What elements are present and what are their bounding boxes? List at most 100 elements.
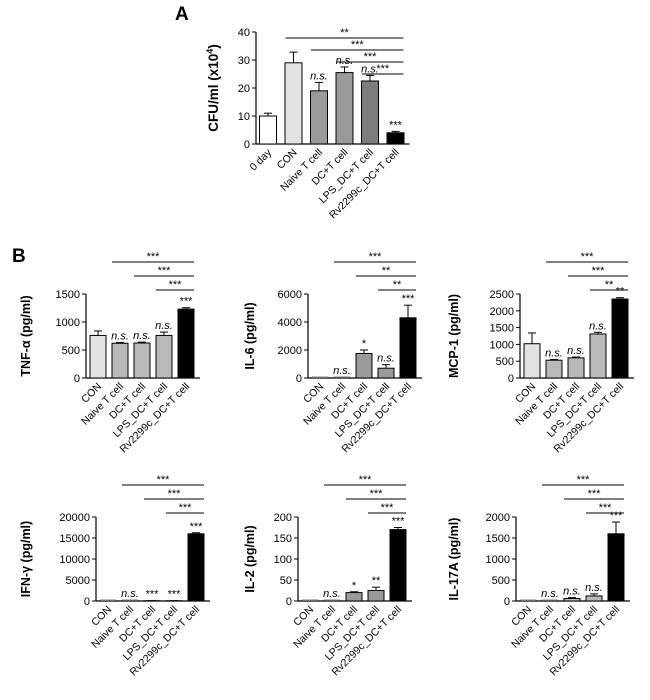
significance-label: n.s.	[545, 348, 563, 360]
bar	[99, 599, 117, 602]
bracket-label: ***	[157, 474, 171, 486]
panel-b-letter: B	[12, 246, 26, 267]
bar	[301, 599, 319, 602]
bar	[399, 317, 417, 379]
bracket-label: ***	[581, 251, 595, 263]
y-tick-label: 40	[238, 27, 250, 39]
bar	[323, 599, 341, 602]
y-tick-label: 0	[504, 596, 510, 608]
y-tick-label: 100	[274, 554, 292, 566]
significance-label: n.s.	[377, 353, 395, 365]
y-axis-label: IL-2 (pg/ml)	[243, 525, 257, 592]
y-tick-label: 1500	[56, 289, 80, 301]
significance-label: n.s.	[333, 365, 351, 377]
significance-label: ***	[402, 293, 416, 305]
y-tick-label: 0	[508, 373, 514, 385]
significance-label: ***	[610, 510, 624, 522]
y-axis-label: CFU/ml (x104)	[205, 44, 221, 132]
significance-label: n.s.	[361, 63, 379, 75]
bracket-label: ***	[179, 502, 193, 514]
y-tick-label: 15000	[59, 533, 90, 545]
significance-label: *	[362, 338, 367, 350]
bar	[311, 376, 329, 379]
bar	[355, 353, 373, 379]
significance-label: ***	[392, 516, 406, 528]
y-tick-label: 0	[296, 373, 302, 385]
y-tick-label: 1000	[486, 554, 510, 566]
y-axis-label: IL-6 (pg/ml)	[243, 302, 257, 369]
bar	[284, 62, 303, 145]
significance-label: **	[616, 286, 625, 298]
bar	[545, 359, 563, 379]
bar	[361, 80, 379, 145]
bar	[389, 529, 407, 602]
bar	[519, 599, 537, 602]
y-tick-label: 4000	[278, 317, 302, 329]
y-tick-label: 0	[74, 373, 80, 385]
y-tick-label: 0	[286, 596, 292, 608]
bracket-label: ***	[169, 279, 183, 291]
y-tick-label: 1000	[490, 339, 514, 351]
bar	[187, 533, 205, 602]
y-tick-label: 6000	[278, 289, 302, 301]
bar	[335, 72, 354, 145]
bracket-label: ***	[381, 502, 395, 514]
y-axis-label: MCP-1 (pg/ml)	[447, 294, 461, 378]
y-tick-label: 500	[496, 356, 514, 368]
y-tick-label: 2500	[490, 289, 514, 301]
bar	[563, 597, 581, 602]
bar	[567, 357, 585, 379]
significance-label: ***	[190, 521, 204, 533]
bracket-label: ***	[577, 474, 591, 486]
bar	[259, 115, 277, 145]
significance-label: **	[372, 575, 381, 587]
y-tick-label: 0	[84, 596, 90, 608]
bracket-label: ***	[359, 474, 373, 486]
y-tick-label: 10000	[59, 554, 90, 566]
y-tick-label: 2000	[490, 306, 514, 318]
bar	[155, 334, 173, 379]
bar	[345, 592, 363, 602]
y-tick-label: 500	[492, 575, 510, 587]
y-tick-label: 2000	[278, 345, 302, 357]
bar	[589, 333, 607, 379]
bar	[89, 334, 107, 379]
significance-label: n.s.	[121, 588, 139, 600]
bar	[611, 298, 629, 379]
bracket-label: ***	[592, 265, 606, 277]
bracket-label: ***	[364, 51, 378, 63]
bracket-label: ***	[376, 63, 390, 75]
significance-label: ***	[180, 296, 194, 308]
significance-label: n.s.	[541, 588, 559, 600]
bracket-label: ***	[370, 488, 384, 500]
bracket-label: ***	[599, 502, 613, 514]
y-tick-label: 5000	[66, 575, 90, 587]
significance-label: n.s.	[567, 345, 585, 357]
bracket-label: **	[393, 279, 402, 291]
y-tick-label: 150	[274, 533, 292, 545]
bar	[386, 132, 405, 145]
significance-label: n.s.	[336, 55, 354, 67]
bar	[310, 90, 328, 145]
y-tick-label: 50	[280, 575, 292, 587]
y-tick-label: 20000	[59, 512, 90, 524]
y-tick-label: 10	[238, 111, 250, 123]
y-tick-label: 500	[62, 345, 80, 357]
bracket-label: **	[382, 265, 391, 277]
bracket-label: **	[340, 27, 349, 39]
y-axis-label-prefix: CFU/ml (x10	[206, 54, 221, 132]
y-tick-label: 1000	[56, 317, 80, 329]
bar	[121, 599, 139, 602]
y-tick-label: 200	[274, 512, 292, 524]
significance-label: ***	[168, 589, 182, 601]
y-tick-label: 1500	[486, 533, 510, 545]
